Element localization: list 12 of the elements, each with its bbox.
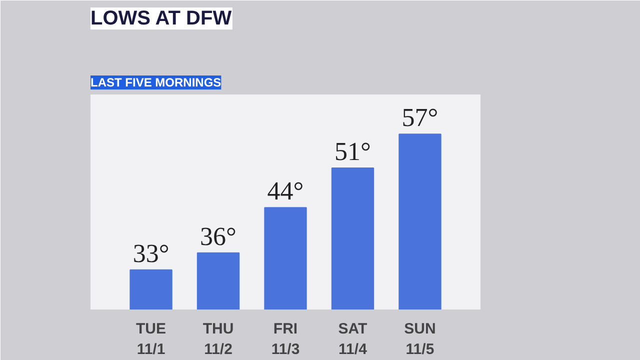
x-tick-label: TUE 11/1 bbox=[136, 320, 166, 358]
chart-subtitle: LAST FIVE MORNINGS bbox=[90, 76, 222, 90]
data-label: 36° bbox=[200, 222, 236, 251]
data-label: 44° bbox=[267, 176, 304, 206]
x-tick-label: SAT 11/4 bbox=[338, 320, 368, 358]
x-tick-label: SUN 11/5 bbox=[404, 320, 436, 358]
data-label: 57° bbox=[402, 103, 438, 132]
data-label: 51° bbox=[334, 137, 371, 166]
x-tick-label: FRI 11/3 bbox=[271, 320, 300, 358]
x-tick-label: THU 11/2 bbox=[202, 320, 234, 358]
chart-title: LOWS AT DFW bbox=[90, 8, 232, 30]
data-label: 33° bbox=[132, 238, 170, 268]
